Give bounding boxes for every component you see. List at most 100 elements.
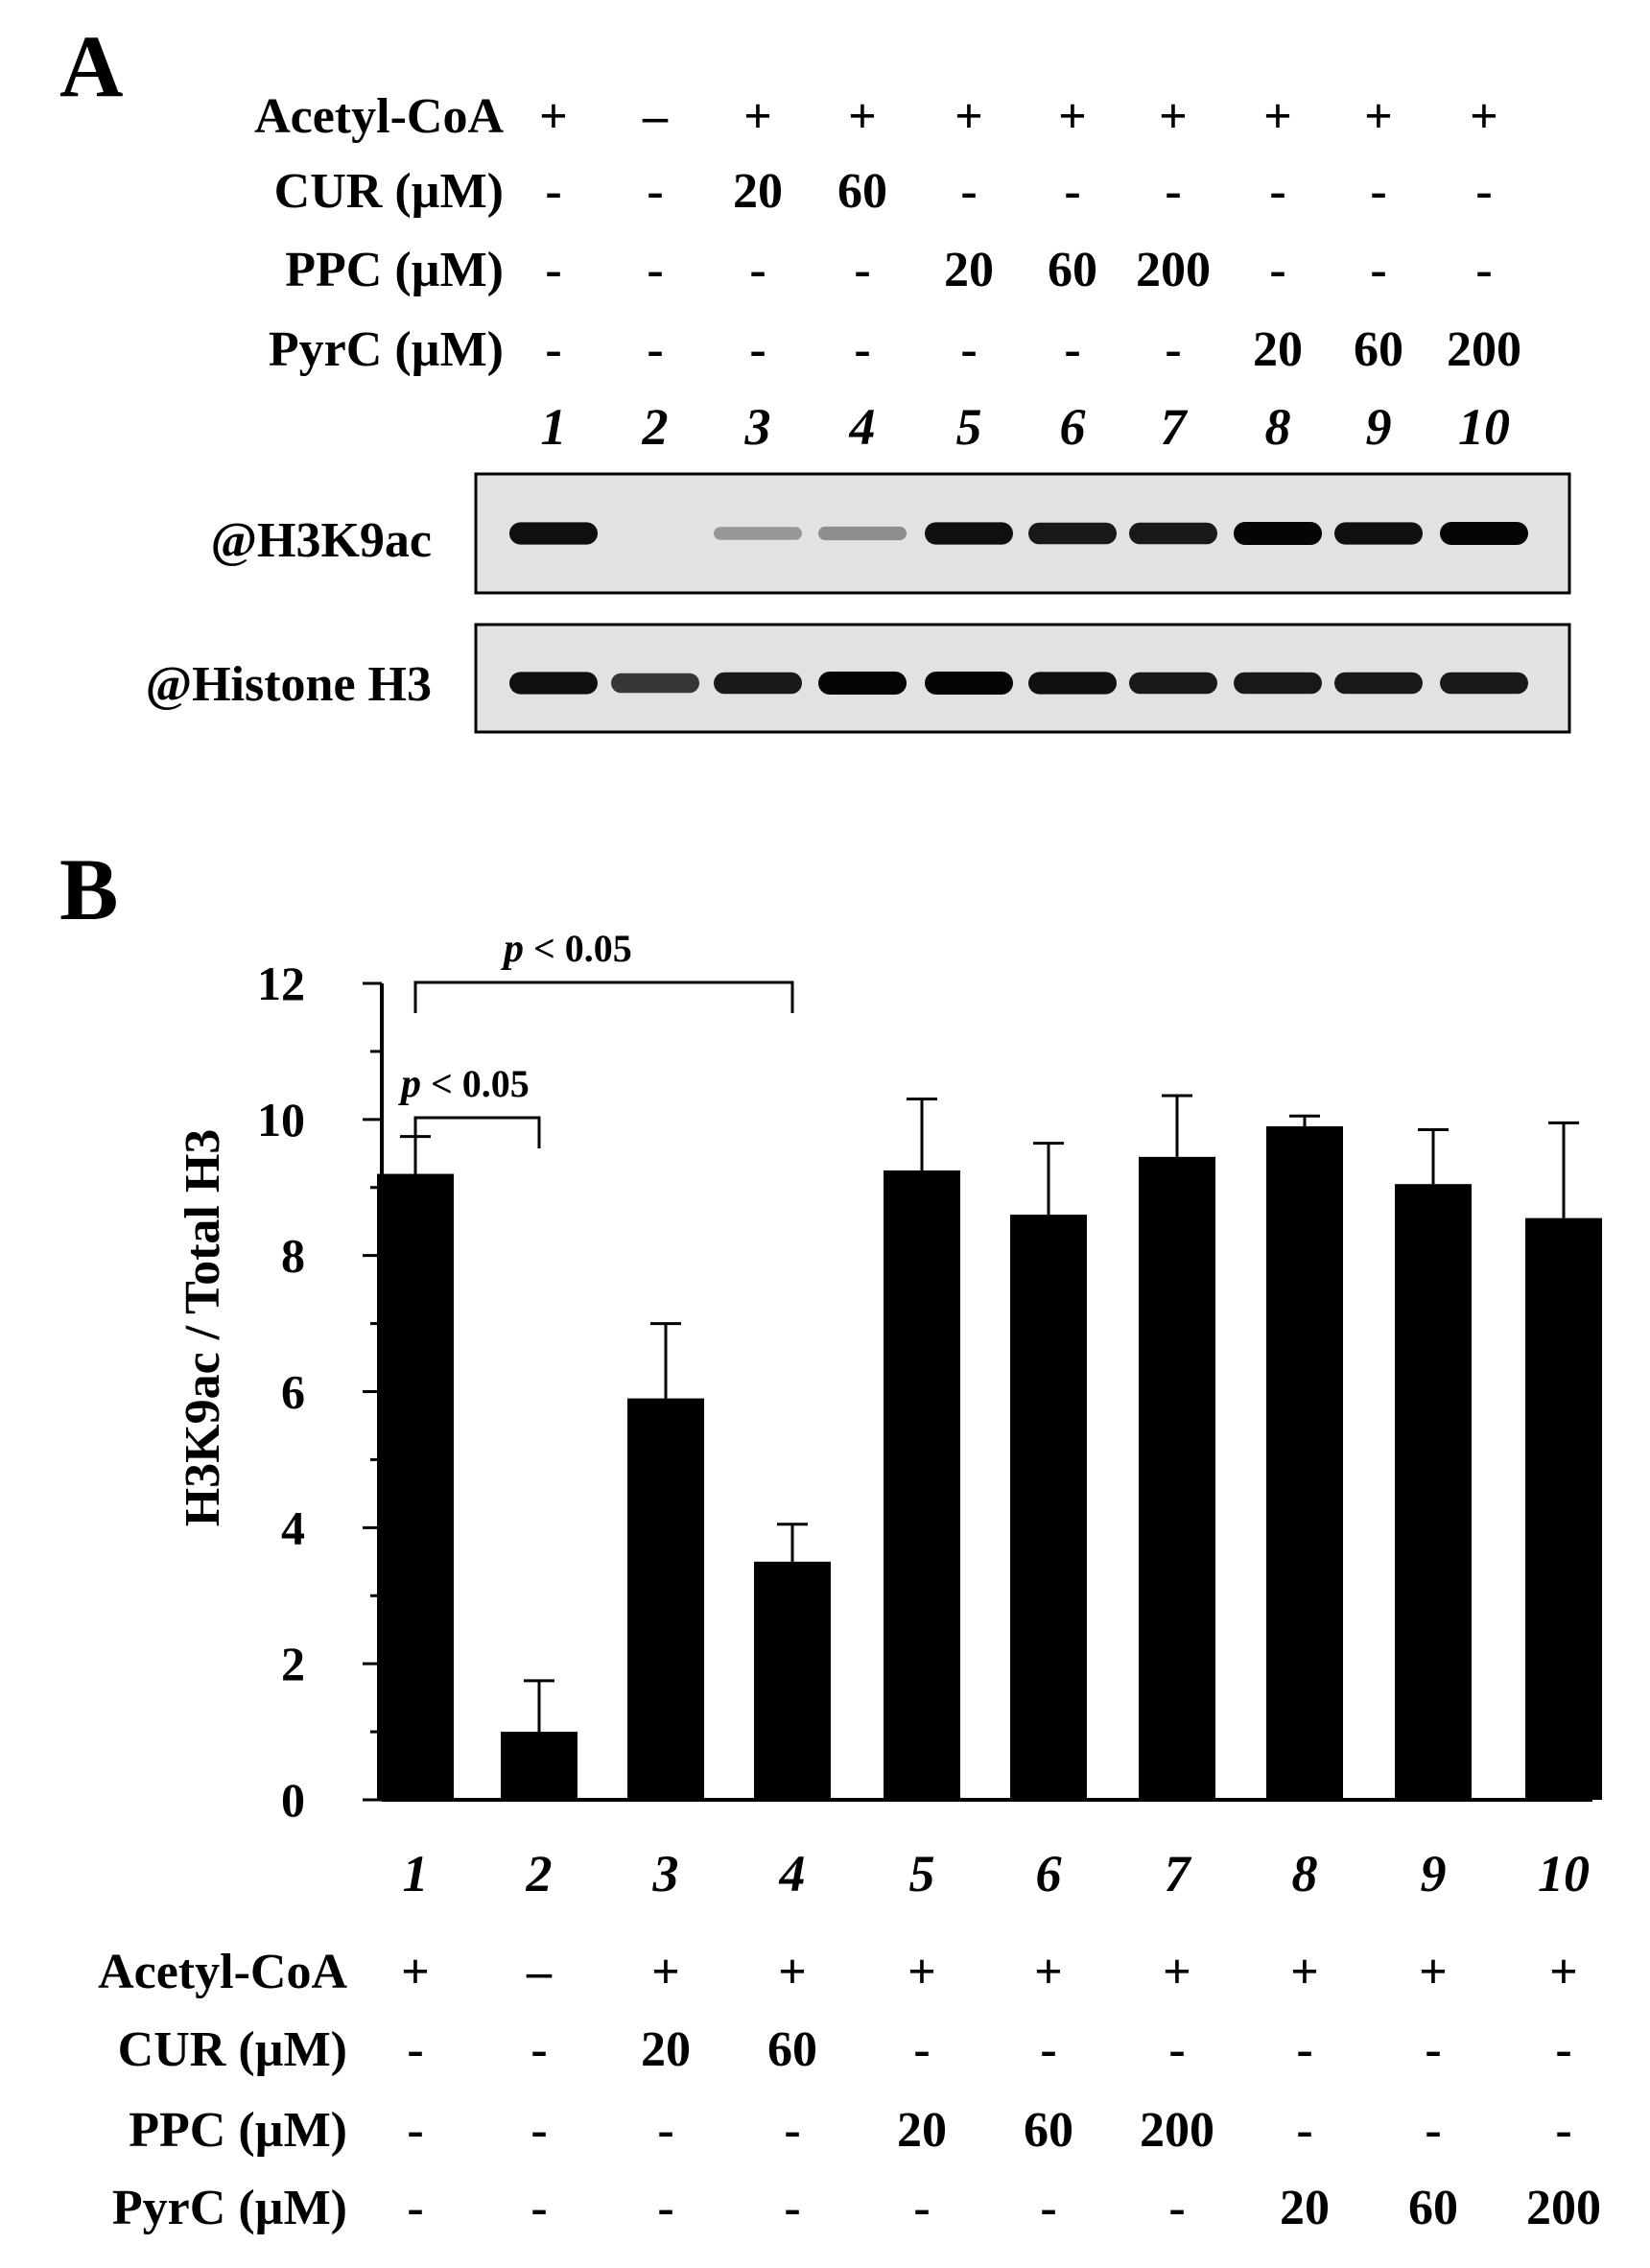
panel-b-condition-value: - [1040, 2022, 1056, 2077]
panel-a-condition-value: - [1269, 164, 1285, 219]
panel-b-condition-value: - [1425, 2022, 1441, 2077]
bar [1395, 1184, 1472, 1800]
panel-a-condition-label: PPC (µM) [285, 243, 504, 297]
panel-b-condition-value: + [651, 1945, 680, 1999]
panel-b-condition-value: - [407, 2022, 423, 2077]
x-tick-label: 5 [909, 1845, 935, 1902]
significance-p: p [501, 927, 524, 971]
panel-a-condition-value: + [848, 89, 877, 144]
panel-a-lane-number: 9 [1366, 398, 1392, 456]
panel-b-condition-value: - [913, 2181, 930, 2235]
panel-b-condition-value: - [657, 2103, 673, 2158]
panel-a-condition-value: - [960, 322, 977, 377]
panel-b-condition-value: - [530, 2181, 547, 2235]
panel-b-condition-value: - [407, 2181, 423, 2235]
panel-b-condition-value: - [784, 2181, 800, 2235]
panel-a-condition-value: - [545, 322, 561, 377]
panel-a-condition-value: - [647, 322, 663, 377]
y-tick-label: 12 [257, 957, 305, 1010]
panel-a-condition-value: - [545, 243, 561, 297]
panel-a-condition-value: 20 [944, 243, 994, 297]
panel-a-condition-label: Acetyl-CoA [254, 89, 504, 144]
panel-a-letter: A [59, 17, 123, 115]
panel-a-condition-value: + [743, 89, 772, 144]
panel-a-lane-number: 4 [849, 398, 876, 456]
blot-band [1028, 672, 1117, 695]
blot-band [1129, 522, 1217, 545]
blot-label-h3k9ac: @H3K9ac [211, 513, 432, 568]
bar [1266, 1125, 1343, 1800]
panel-b-letter: B [59, 840, 118, 938]
panel-b-condition-label: PyrC (µM) [112, 2181, 347, 2235]
y-axis-label: H3K9ac / Total H3 [176, 1129, 230, 1527]
panel-a-condition-value: + [1263, 89, 1292, 144]
panel-a-condition-value: 60 [1354, 322, 1403, 377]
panel-a-condition-value: + [1364, 89, 1393, 144]
y-tick-label: 8 [281, 1229, 305, 1283]
blot-band [925, 522, 1013, 545]
panel-b-condition-value: - [657, 2181, 673, 2235]
y-tick-label: 4 [281, 1500, 305, 1554]
panel-a-condition-value: 200 [1136, 243, 1211, 297]
panel-b-condition-value: - [913, 2022, 930, 2077]
x-tick-label: 1 [403, 1845, 429, 1902]
panel-a-condition-value: + [955, 89, 983, 144]
panel-b-condition-value: + [1290, 1945, 1319, 1999]
panel-a-lane-number: 5 [956, 398, 982, 456]
panel-b-condition-value: - [1555, 2103, 1571, 2158]
panel-b-condition-value: + [1549, 1945, 1578, 1999]
panel-a-condition-value: - [854, 322, 870, 377]
bar [1010, 1215, 1087, 1800]
panel-b-condition-value: - [1555, 2022, 1571, 2077]
x-tick-label: 4 [779, 1845, 806, 1902]
panel-a-lane-numbers: 1 2 3 4 5 6 7 8 9 10 [541, 398, 1511, 456]
panel-b-condition-value: 200 [1526, 2181, 1601, 2235]
blot-band [611, 673, 699, 694]
panel-a-condition-value: – [642, 89, 669, 144]
panel-a-condition-value: - [854, 243, 870, 297]
panel-a-lane-number: 2 [642, 398, 669, 456]
blot-band [714, 672, 802, 695]
panel-b-condition-value: - [407, 2103, 423, 2158]
panel-a-condition-value: + [1470, 89, 1498, 144]
panel-a-condition-value: + [539, 89, 568, 144]
blot-band [1234, 672, 1322, 695]
panel-a-lane-number: 10 [1458, 398, 1510, 456]
panel-b-condition-value: - [530, 2022, 547, 2077]
x-tick-label: 9 [1421, 1845, 1447, 1902]
blot-label-histone-h3: @Histone H3 [146, 657, 432, 712]
panel-a-condition-value: - [1370, 164, 1386, 219]
bar [627, 1398, 704, 1800]
panel-b-condition-value: - [1040, 2181, 1056, 2235]
significance-value: < 0.05 [524, 927, 632, 970]
panel-a-lane-number: 8 [1265, 398, 1291, 456]
panel-a-lane-number: 1 [541, 398, 567, 456]
panel-a-condition-value: - [1165, 164, 1181, 219]
panel-a-condition-value: - [647, 243, 663, 297]
panel-b-conditions: Acetyl-CoA + – + + + + + + + + CUR (µM) - - 20 60 - - - - - -… [98, 1945, 1601, 2235]
significance-bracket [413, 1116, 541, 1148]
significance-p: p [398, 1062, 421, 1106]
y-tick-label: 2 [281, 1637, 305, 1690]
panel-b-condition-value: - [1168, 2022, 1185, 2077]
significance-label: p < 0.05 [398, 1062, 530, 1106]
panel-b-condition-value: + [1419, 1945, 1448, 1999]
panel-a-condition-label: PyrC (µM) [269, 322, 504, 377]
panel-b-condition-value: 20 [897, 2103, 947, 2158]
panel-b-condition-label: PPC (µM) [129, 2103, 347, 2158]
panel-b-condition-label: Acetyl-CoA [98, 1945, 347, 1999]
panel-a-condition-value: - [1064, 164, 1080, 219]
blot-band [714, 527, 802, 540]
panel-b-condition-value: 20 [641, 2022, 691, 2077]
blot-band [818, 526, 907, 541]
blot-band [509, 672, 598, 695]
panel-a-condition-value: - [1269, 243, 1285, 297]
panel-a-condition-value: - [749, 243, 766, 297]
panel-b-condition-value: - [530, 2103, 547, 2158]
panel-a-condition-value: - [1475, 164, 1492, 219]
blot-band [509, 522, 598, 545]
panel-a-condition-value: - [545, 164, 561, 219]
blot-band [1028, 522, 1117, 545]
panel-a-condition-value: 60 [1048, 243, 1097, 297]
